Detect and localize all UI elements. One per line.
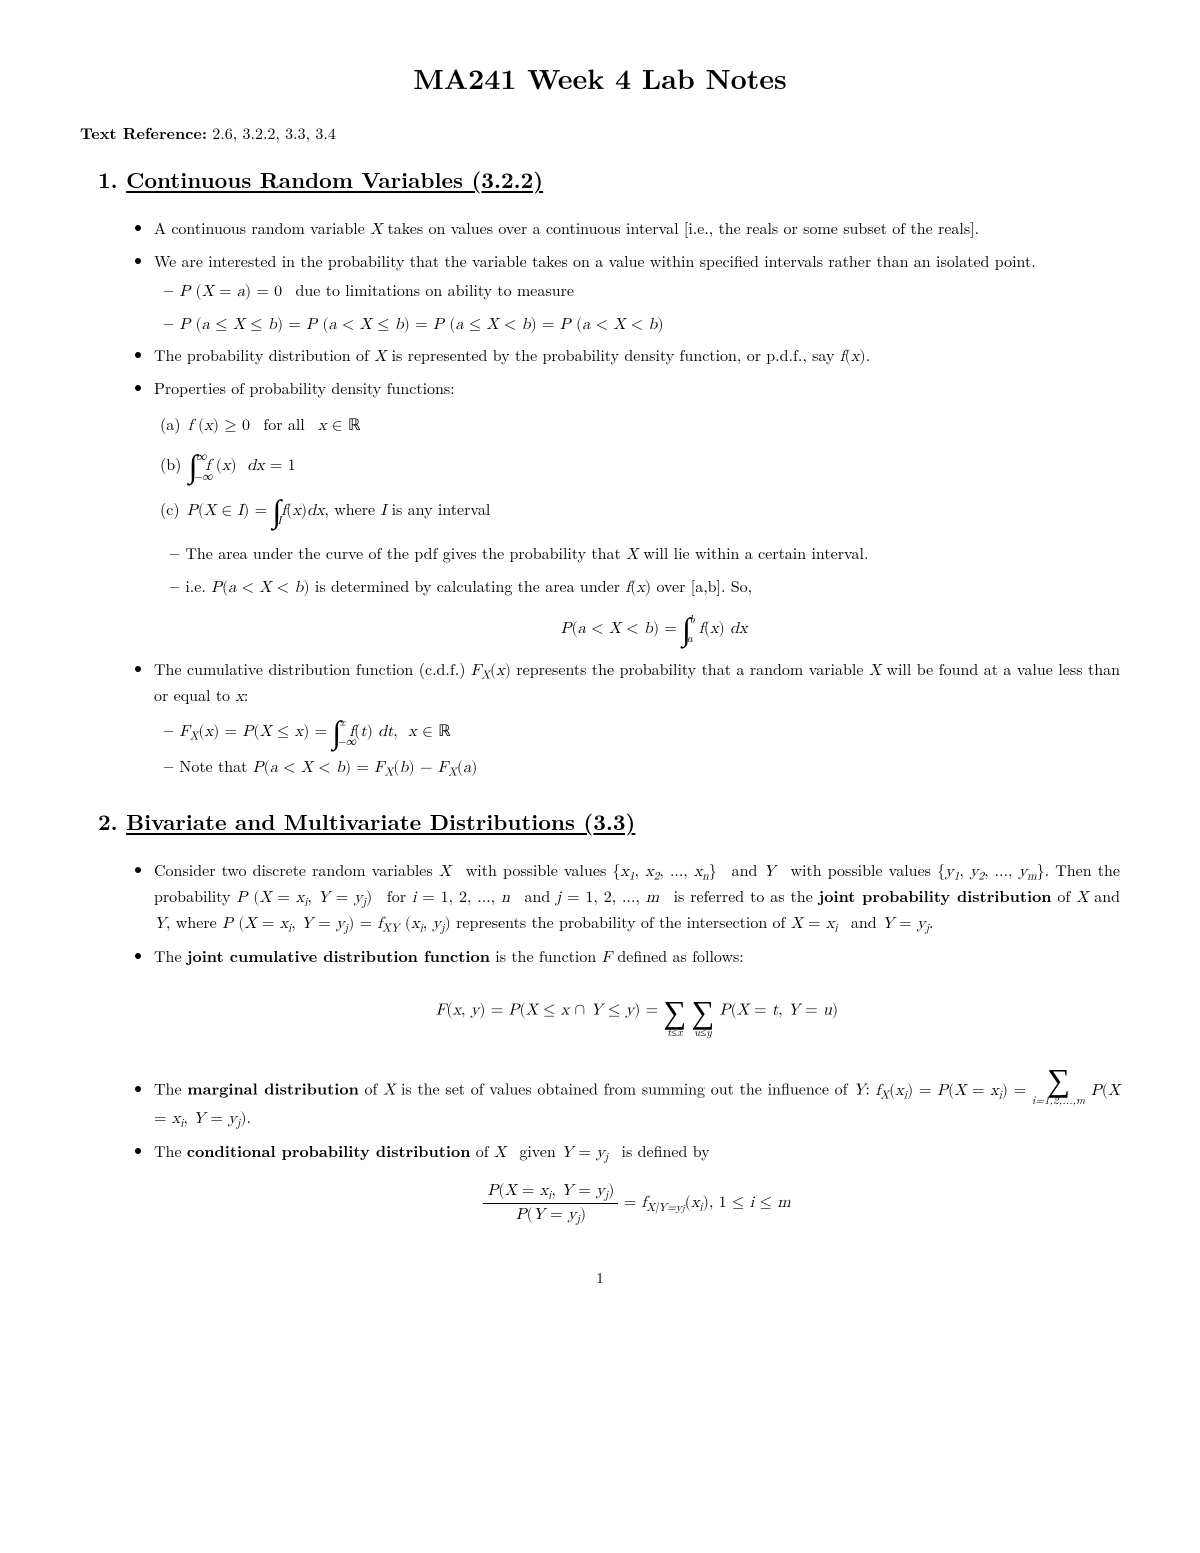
- dash-list: FX(x) = P(X ≤ x) = ∫x−∞ f(t) dt, x ∈ ℝ N…: [154, 717, 1120, 782]
- text: represents the probability that a random…: [511, 657, 869, 680]
- text: i.e.: [185, 574, 211, 597]
- term: joint cumulative distribution function: [187, 944, 490, 967]
- text: is determined by calculating the area un…: [310, 574, 626, 597]
- section-2: Bivariate and Multivariate Distributions…: [98, 807, 1120, 1227]
- page-title: MA241 Week 4 Lab Notes: [80, 60, 1120, 98]
- text: over [a,b]. So,: [651, 574, 752, 597]
- text: represents the probability of the inters…: [451, 910, 791, 933]
- text: The: [154, 1077, 187, 1100]
- display-equation: P(a < X < b) = ∫ba f(x) dx: [188, 614, 1120, 645]
- bullet-list: Consider two discrete random variables X…: [98, 859, 1120, 1228]
- text: of: [359, 1077, 383, 1100]
- section-1: Continuous Random Variables (3.2.2) A co…: [98, 165, 1120, 781]
- bullet-item: The cumulative distribution function (c.…: [154, 658, 1120, 781]
- bullet-item: Properties of probability density functi…: [154, 377, 1120, 644]
- alpha-item: ∫∞−∞ f (x) dx = 1: [160, 451, 1120, 482]
- section-heading: Bivariate and Multivariate Distributions…: [98, 807, 635, 837]
- text: and: [519, 884, 557, 907]
- alpha-item: f (x) ≥ 0 for all x ∈ ℝ: [160, 413, 1120, 438]
- text: of: [470, 1139, 494, 1162]
- text: is the function: [490, 944, 602, 967]
- term: conditional probability distribution: [187, 1139, 471, 1162]
- text: We are interested in the probability tha…: [154, 249, 1036, 272]
- text: and: [846, 910, 882, 933]
- text-reference: Text Reference: 2.6, 3.2.2, 3.3, 3.4: [80, 122, 1120, 144]
- text: defined as follows:: [612, 944, 744, 967]
- text: for: [381, 884, 412, 907]
- textref-label: Text Reference:: [80, 121, 207, 144]
- text: Note that: [179, 754, 252, 777]
- bullet-item: We are interested in the probability tha…: [154, 250, 1120, 337]
- dash-item: P (X = a) = 0 due to limitations on abil…: [182, 279, 1120, 304]
- text: The: [154, 1139, 187, 1162]
- text: is any interval: [386, 497, 490, 520]
- bullet-item: The marginal distribution of X is the se…: [154, 1052, 1120, 1132]
- dash-item: Note that P(a < X < b) = FX(b) − FX(a): [182, 755, 1120, 781]
- dash-item: i.e. P(a < X < b) is determined by calcu…: [188, 575, 1120, 644]
- section-list: Continuous Random Variables (3.2.2) A co…: [80, 165, 1120, 1227]
- display-equation: P(X = xi, Y = yj) P(Y = yj) = fX|Y=yj(xi…: [154, 1180, 1120, 1227]
- bullet-list: A continuous random variable X takes on …: [98, 217, 1120, 781]
- dash-item: FX(x) = P(X ≤ x) = ∫x−∞ f(t) dt, x ∈ ℝ: [182, 717, 1120, 748]
- text: and: [726, 858, 764, 881]
- dash-item: P (a ≤ X ≤ b) = P (a < X ≤ b) = P (a ≤ X…: [182, 312, 1120, 337]
- text: Properties of probability density functi…: [154, 376, 455, 399]
- bullet-item: The conditional probability distribution…: [154, 1140, 1120, 1227]
- text: and: [1088, 884, 1120, 907]
- text: is represented by the probability densit…: [386, 343, 839, 366]
- page-number: 1: [80, 1268, 1120, 1288]
- text: The area under the curve of the pdf give…: [185, 541, 626, 564]
- section-heading-text: Continuous Random Variables (3.2.2): [126, 164, 543, 195]
- text: The probability distribution of: [154, 343, 374, 366]
- section-heading: Continuous Random Variables (3.2.2): [98, 165, 543, 195]
- dash-item: The area under the curve of the pdf give…: [188, 542, 1120, 567]
- text: The cumulative distribution function (c.…: [154, 657, 471, 680]
- text: is the set of values obtained from summi…: [395, 1077, 853, 1100]
- bullet-item: Consider two discrete random variables X…: [154, 859, 1120, 937]
- text: , where: [166, 910, 222, 933]
- bullet-item: The probability distribution of X is rep…: [154, 344, 1120, 369]
- dash-list: P (X = a) = 0 due to limitations on abil…: [154, 279, 1120, 336]
- term: joint probability distribution: [819, 884, 1052, 907]
- text: , where: [324, 497, 380, 520]
- text: The: [154, 944, 187, 967]
- section-heading-text: Bivariate and Multivariate Distributions…: [126, 806, 635, 837]
- alpha-list: f (x) ≥ 0 for all x ∈ ℝ ∫∞−∞ f (x) dx = …: [154, 413, 1120, 645]
- term: marginal distribution: [187, 1077, 359, 1100]
- text: given: [514, 1139, 561, 1162]
- text: is referred to as the: [668, 884, 819, 907]
- text: with possible values: [460, 858, 613, 881]
- textref-value: 2.6, 3.2.2, 3.3, 3.4: [212, 121, 336, 144]
- text: will lie within a certain interval.: [638, 541, 868, 564]
- text: takes on values over a continuous interv…: [382, 216, 979, 239]
- text: due to limitations on ability to measure: [290, 278, 574, 301]
- alpha-item: P(X ∈ I) = ∫If(x)dx, where I is any inte…: [160, 496, 1120, 644]
- text: with possible values: [784, 858, 937, 881]
- bullet-item: A continuous random variable X takes on …: [154, 217, 1120, 242]
- dash-list: The area under the curve of the pdf give…: [160, 542, 1120, 644]
- text: A continuous random variable: [154, 216, 370, 239]
- display-equation: F(x, y) = P(X ≤ x ∩ Y ≤ y) = ∑t≤x ∑u≤y P…: [154, 984, 1120, 1038]
- text: Consider two discrete random variables: [154, 858, 439, 881]
- text: is defined by: [616, 1139, 709, 1162]
- bullet-item: The joint cumulative distribution functi…: [154, 945, 1120, 1038]
- text: of: [1052, 884, 1077, 907]
